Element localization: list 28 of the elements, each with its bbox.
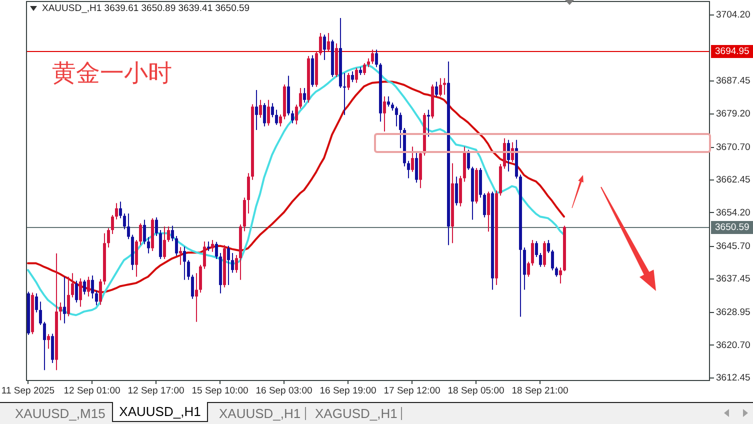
x-tick-label: 12 Sep 01:00 bbox=[64, 385, 120, 396]
text: XAUUSD_,H1 bbox=[219, 405, 301, 422]
x-tick-label: 16 Sep 19:00 bbox=[320, 385, 376, 396]
x-tick-label: 18 Sep 05:00 bbox=[448, 385, 504, 396]
text: XAGUSD_,H1 bbox=[315, 405, 398, 422]
x-tick-label: 12 Sep 17:00 bbox=[128, 385, 184, 396]
ref-line-label: 3650.59 bbox=[715, 222, 750, 234]
ref-line-label: 3694.95 bbox=[715, 46, 750, 58]
x-tick-label: 15 Sep 10:00 bbox=[192, 385, 248, 396]
y-tick-label: 3687.45 bbox=[716, 76, 750, 87]
y-tick-label: 3704.20 bbox=[716, 9, 750, 20]
y-tick-label: 3612.45 bbox=[716, 372, 750, 384]
y-tick-label: 3654.20 bbox=[716, 207, 750, 218]
y-tick-label: 3670.70 bbox=[716, 142, 750, 154]
text: XAUUSD_,M15 bbox=[15, 405, 106, 422]
y-tick-label: 3645.70 bbox=[716, 240, 750, 252]
y-tick-label: 3628.95 bbox=[716, 307, 750, 318]
chart-title: XAUUSD_,H1 3639.61 3650.89 3639.41 3650.59 bbox=[42, 2, 250, 15]
y-tick-label: 3637.45 bbox=[716, 274, 750, 285]
x-tick-label: 16 Sep 03:00 bbox=[256, 385, 312, 396]
annotation: 黄金一小时 bbox=[52, 59, 172, 87]
x-tick-label: 11 Sep 2025 bbox=[1, 385, 55, 396]
candlestick bbox=[443, 78, 446, 95]
y-tick-label: 3620.70 bbox=[716, 340, 750, 351]
y-tick-label: 3662.45 bbox=[716, 174, 750, 186]
x-tick-label: 17 Sep 12:00 bbox=[384, 385, 440, 396]
y-tick-label: 3679.20 bbox=[716, 108, 750, 120]
x-tick-label: 18 Sep 21:00 bbox=[512, 385, 568, 396]
